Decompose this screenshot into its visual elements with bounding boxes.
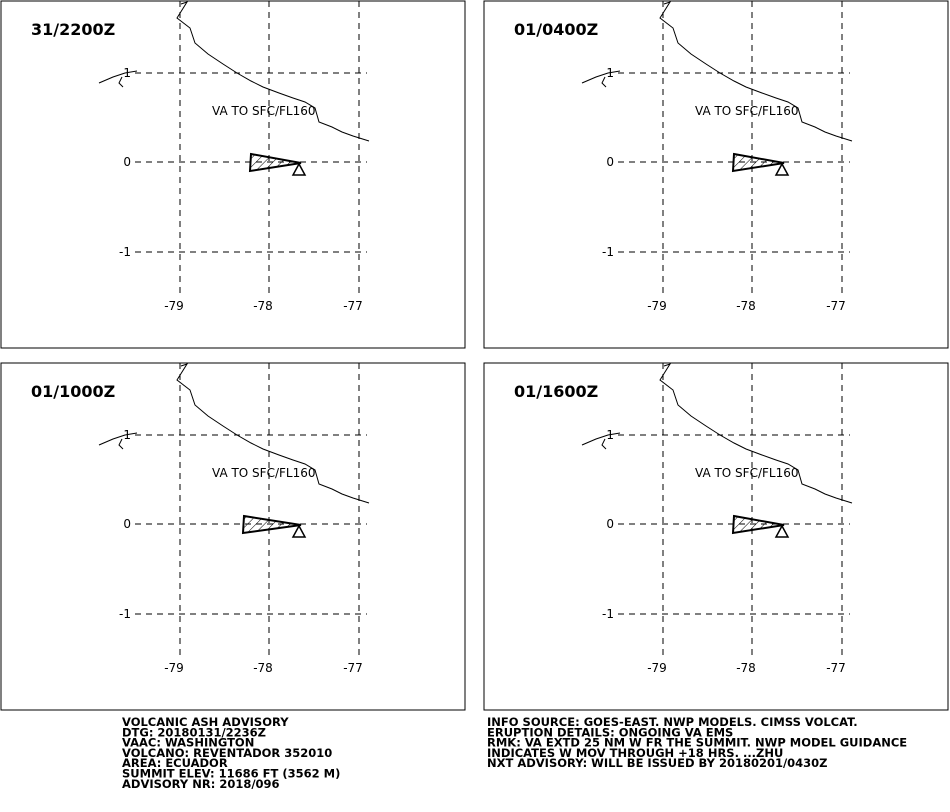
- advisory-line: INFO SOURCE: GOES-EAST. NWP MODELS. CIMS…: [487, 715, 858, 729]
- lat-label: 1: [123, 66, 131, 80]
- lat-label: 1: [123, 428, 131, 442]
- lat-label: -1: [602, 607, 614, 621]
- coastline: [176, 363, 370, 504]
- panel-border: [483, 0, 949, 349]
- lon-label: -77: [826, 299, 846, 313]
- advisory-line: DTG: 20180131/2236Z: [122, 725, 266, 739]
- lon-label: -78: [736, 299, 756, 313]
- ash-area: [731, 514, 785, 535]
- advisory-line: AREA: ECUADOR: [122, 756, 228, 770]
- va-annotation: VA TO SFC/FL160: [695, 104, 799, 118]
- coastline: [176, 1, 370, 142]
- ash-area: [731, 152, 785, 173]
- lon-label: -77: [826, 661, 846, 675]
- lat-label: -1: [119, 245, 131, 259]
- coastline: [601, 438, 607, 450]
- valid-time: 31/2200Z: [31, 20, 115, 39]
- lon-label: -78: [253, 299, 273, 313]
- lat-label: 0: [123, 155, 131, 169]
- valid-time: 01/1000Z: [31, 382, 115, 401]
- advisory-line: RMK: VA EXTD 25 NM W FR THE SUMMIT. NWP …: [487, 736, 907, 750]
- coastline: [118, 76, 124, 88]
- advisory-line: VAAC: WASHINGTON: [122, 736, 254, 750]
- coastline: [98, 432, 138, 446]
- coastline: [581, 432, 621, 446]
- map-panel: 01/1600Z VA TO SFC/FL160 1 0 -1 -79 -78 -77: [483, 362, 949, 711]
- lon-label: -79: [647, 299, 667, 313]
- lon-label: -79: [647, 661, 667, 675]
- ash-area: [248, 152, 302, 173]
- map-panel: 01/1000Z VA TO SFC/FL160 1 0 -1 -79 -78 -77: [0, 362, 466, 711]
- advisory-line: NXT ADVISORY: WILL BE ISSUED BY 20180201…: [487, 756, 828, 770]
- advisory-line: ADVISORY NR: 2018/096: [122, 777, 280, 791]
- lat-label: -1: [119, 607, 131, 621]
- advisory-line: VOLCANO: REVENTADOR 352010: [122, 746, 332, 760]
- lon-label: -79: [164, 299, 184, 313]
- lat-label: 0: [606, 517, 614, 531]
- advisory-line: INDICATES W MOV THROUGH +18 HRS. ...ZHU: [487, 746, 783, 760]
- va-annotation: VA TO SFC/FL160: [695, 466, 799, 480]
- coastline: [581, 70, 621, 84]
- volcano: [774, 524, 790, 538]
- map-panel: 31/2200Z VA TO SFC/FL160 1 0 -1 -79 -78 -77: [0, 0, 466, 349]
- coastline: [659, 1, 853, 142]
- valid-time: 01/1600Z: [514, 382, 598, 401]
- coastline: [98, 70, 138, 84]
- lon-label: -77: [343, 299, 363, 313]
- advisory-line: ERUPTION DETAILS: ONGOING VA EMS: [487, 725, 733, 739]
- va-annotation: VA TO SFC/FL160: [212, 466, 316, 480]
- advisory-line: SUMMIT ELEV: 11686 FT (3562 M): [122, 767, 340, 781]
- panel-border: [0, 0, 466, 349]
- lon-label: -77: [343, 661, 363, 675]
- lat-label: -1: [602, 245, 614, 259]
- advisory-line: VOLCANIC ASH ADVISORY: [122, 715, 289, 729]
- lon-label: -79: [164, 661, 184, 675]
- lat-label: 1: [606, 66, 614, 80]
- coastline: [659, 363, 853, 504]
- lat-label: 0: [606, 155, 614, 169]
- coastline: [118, 438, 124, 450]
- lon-label: -78: [736, 661, 756, 675]
- volcano: [291, 162, 307, 176]
- lat-label: 1: [606, 428, 614, 442]
- volcano: [291, 524, 307, 538]
- ash-area: [241, 514, 302, 535]
- valid-time: 01/0400Z: [514, 20, 598, 39]
- panel-border: [483, 362, 949, 711]
- volcano: [774, 162, 790, 176]
- map-panel: 01/0400Z VA TO SFC/FL160 1 0 -1 -79 -78 -77: [483, 0, 949, 349]
- coastline: [601, 76, 607, 88]
- va-annotation: VA TO SFC/FL160: [212, 104, 316, 118]
- panel-border: [0, 362, 466, 711]
- lon-label: -78: [253, 661, 273, 675]
- lat-label: 0: [123, 517, 131, 531]
